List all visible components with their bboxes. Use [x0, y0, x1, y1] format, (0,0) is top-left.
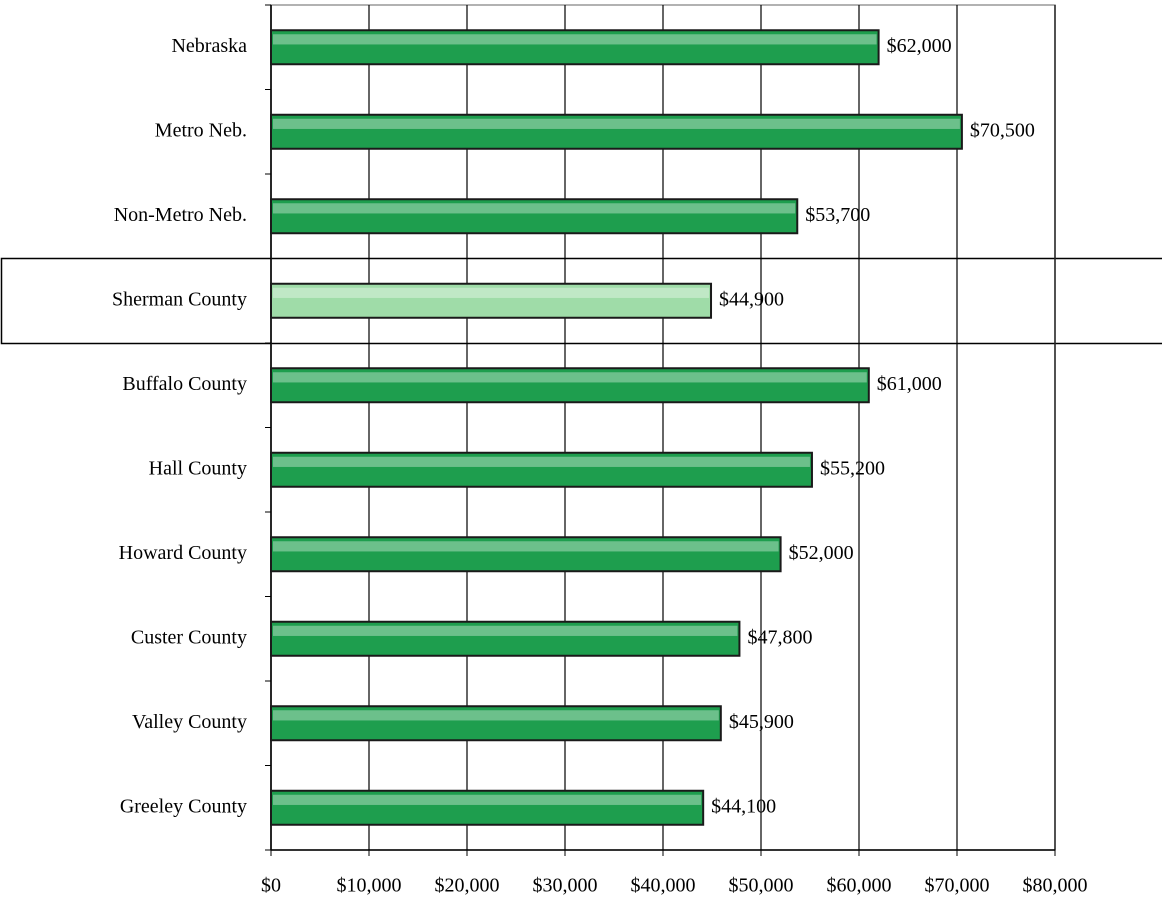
highlight-box [0, 257, 1162, 345]
category-label: Non-Metro Neb. [114, 204, 247, 226]
category-label: Metro Neb. [155, 119, 247, 141]
bar [270, 620, 741, 657]
bar-gloss [273, 794, 702, 805]
category-label: Valley County [132, 711, 247, 733]
bar [270, 451, 813, 488]
category-label: Custer County [131, 626, 247, 648]
bar-gloss [273, 34, 877, 45]
x-tick-label: $40,000 [631, 875, 696, 897]
bar [270, 536, 782, 573]
bar-gloss [273, 541, 779, 552]
x-tick-label: $10,000 [337, 875, 402, 897]
bar [270, 29, 880, 66]
x-tick-label: $80,000 [1023, 875, 1088, 897]
bar-gloss [273, 710, 719, 721]
value-label: $52,000 [789, 542, 854, 564]
value-label: $55,200 [820, 457, 885, 479]
value-label: $53,700 [805, 204, 870, 226]
bar [270, 113, 963, 150]
value-label: $47,800 [747, 626, 812, 648]
value-label: $62,000 [887, 35, 952, 57]
category-label: Nebraska [171, 35, 247, 57]
category-label: Buffalo County [122, 373, 247, 395]
bar-gloss [273, 203, 796, 214]
bar-gloss [273, 118, 960, 129]
bar [270, 367, 870, 404]
bar [270, 282, 713, 319]
category-label: Sherman County [112, 288, 247, 310]
value-label: $61,000 [877, 373, 942, 395]
value-label: $44,100 [711, 795, 776, 817]
x-tick-label: $60,000 [827, 875, 892, 897]
x-tick-label: $20,000 [435, 875, 500, 897]
x-tick-label: $0 [261, 875, 281, 897]
bar-gloss [273, 372, 867, 383]
bar-gloss [273, 625, 738, 636]
category-label: Hall County [149, 457, 247, 479]
category-label: Howard County [119, 542, 247, 564]
x-tick-label: $30,000 [533, 875, 598, 897]
bar [270, 198, 799, 235]
category-label: Greeley County [120, 795, 247, 817]
x-tick-label: $70,000 [925, 875, 990, 897]
x-tick-label: $50,000 [729, 875, 794, 897]
value-label: $70,500 [970, 119, 1035, 141]
value-label: $45,900 [729, 711, 794, 733]
bar [270, 789, 705, 826]
bar-gloss [273, 287, 710, 298]
bar [270, 705, 722, 742]
bar-gloss [273, 456, 810, 467]
value-label: $44,900 [719, 288, 784, 310]
